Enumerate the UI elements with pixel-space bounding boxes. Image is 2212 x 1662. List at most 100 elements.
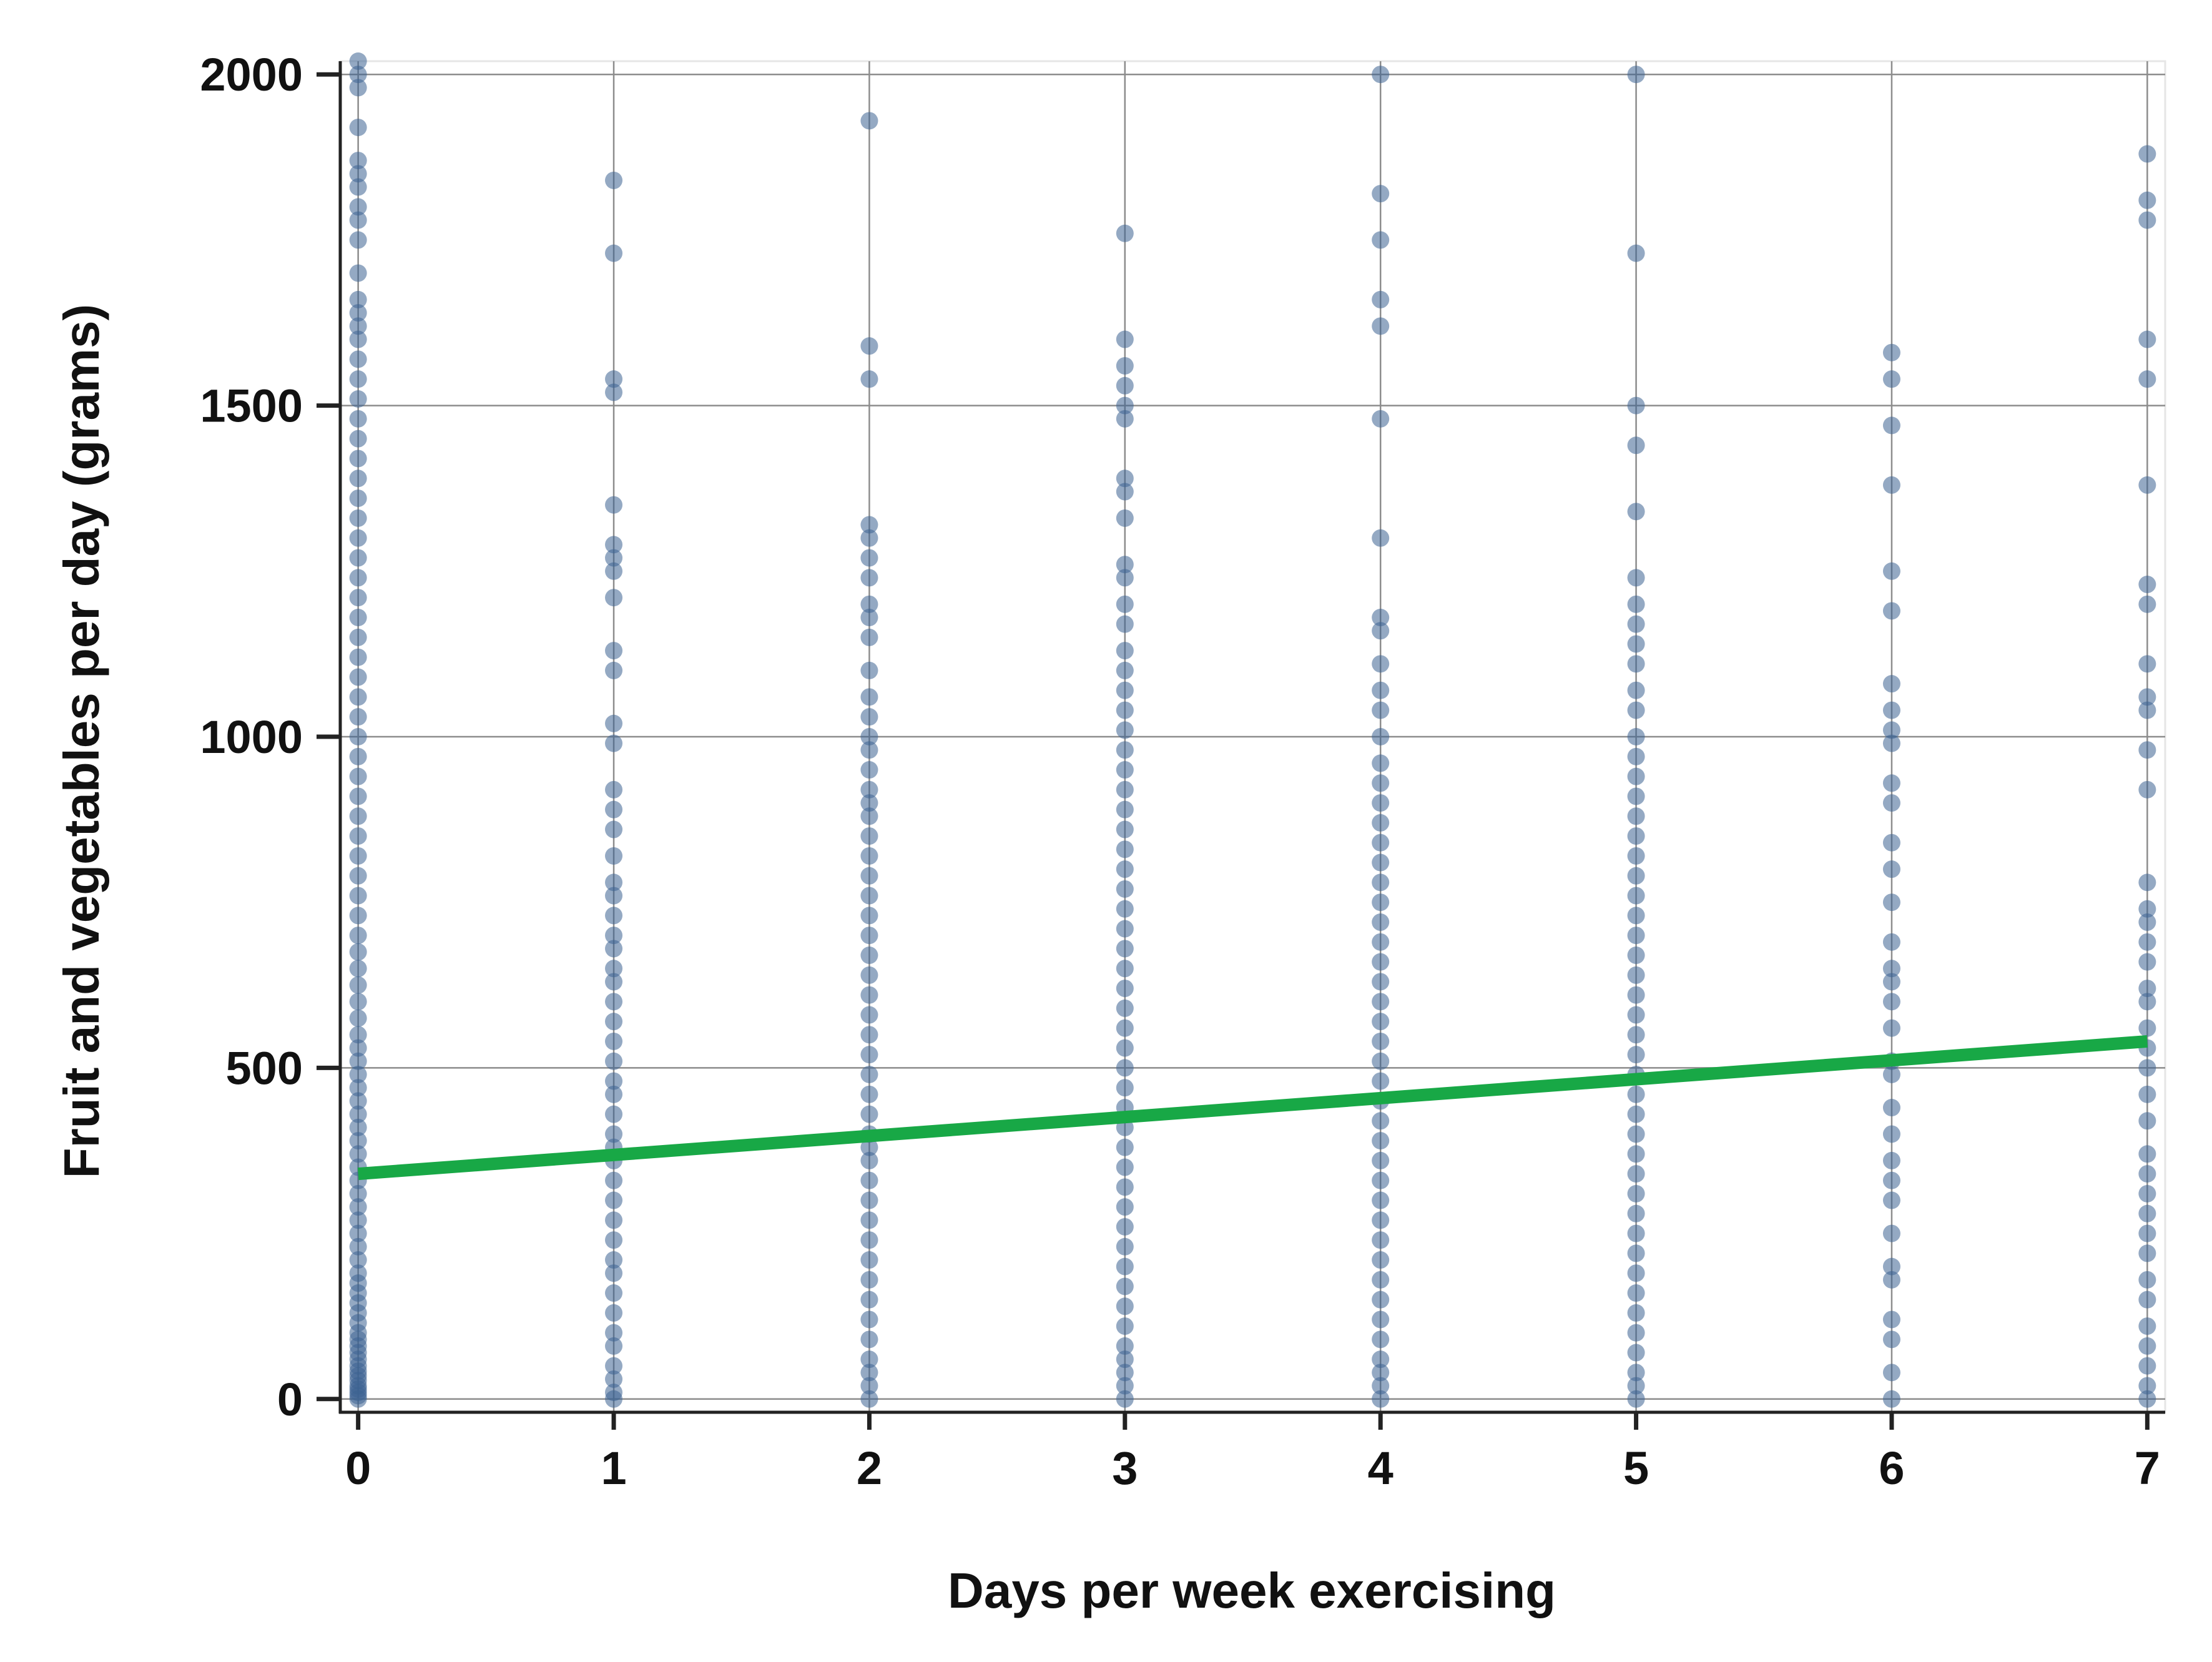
data-point-x6-11 [1882, 1099, 1900, 1117]
data-point-x5-7 [1627, 1264, 1645, 1282]
data-point-x7-14 [2138, 1085, 2156, 1103]
data-point-x2-49 [860, 112, 878, 130]
data-point-x1-4 [605, 1337, 623, 1355]
data-point-x0-39 [349, 993, 367, 1011]
data-point-x4-1 [1372, 1377, 1390, 1395]
data-point-x0-44 [349, 907, 367, 925]
data-point-x3-25 [1116, 920, 1134, 938]
data-point-x4-9 [1372, 1231, 1390, 1249]
data-point-x2-14 [860, 1138, 878, 1156]
data-point-x3-31 [1116, 800, 1134, 819]
data-point-x2-26 [860, 907, 878, 925]
data-point-x5-9 [1627, 1224, 1645, 1242]
x-tick-label-1: 1 [601, 1442, 626, 1494]
data-point-x6-26 [1882, 701, 1900, 719]
data-point-x0-72 [349, 350, 367, 368]
data-point-x0-31 [349, 1105, 367, 1123]
data-point-x5-35 [1627, 701, 1645, 719]
data-point-x5-38 [1627, 635, 1645, 653]
data-point-x5-28 [1627, 847, 1645, 865]
data-point-x7-29 [2138, 655, 2156, 673]
data-point-x5-1 [1627, 1377, 1645, 1395]
data-point-x4-3 [1372, 1350, 1390, 1369]
data-point-x1-6 [605, 1304, 623, 1322]
data-point-x3-37 [1116, 681, 1134, 699]
data-point-x6-15 [1882, 993, 1900, 1011]
data-point-x6-1 [1882, 1364, 1900, 1382]
data-point-x2-36 [860, 728, 878, 745]
data-point-x6-20 [1882, 860, 1900, 878]
data-point-x0-67 [349, 450, 367, 468]
data-point-x2-1 [860, 1377, 878, 1395]
data-point-x4-14 [1372, 1132, 1390, 1150]
data-point-x1-41 [605, 549, 623, 567]
data-point-x4-31 [1372, 794, 1390, 812]
data-point-x0-52 [349, 747, 367, 765]
data-point-x7-4 [2138, 1317, 2156, 1335]
data-point-x6-33 [1882, 343, 1900, 361]
data-point-x5-12 [1627, 1165, 1645, 1183]
data-point-x0-28 [349, 1145, 367, 1163]
data-point-x4-4 [1372, 1330, 1390, 1349]
data-point-x0-40 [349, 976, 367, 994]
x-tick-label-6: 6 [1879, 1442, 1904, 1494]
data-point-x3-1 [1116, 1377, 1134, 1395]
data-point-x4-43 [1372, 290, 1390, 308]
data-point-x3-23 [1116, 960, 1134, 978]
data-point-x0-47 [349, 847, 367, 865]
data-point-x3-10 [1116, 1217, 1134, 1236]
data-point-x3-47 [1116, 410, 1134, 428]
data-point-x1-28 [605, 907, 623, 925]
data-point-x2-17 [860, 1085, 878, 1103]
data-point-x3-5 [1116, 1317, 1134, 1335]
data-point-x6-12 [1882, 1066, 1900, 1083]
data-point-x6-29 [1882, 562, 1900, 580]
data-point-x2-28 [860, 867, 878, 885]
data-point-x3-4 [1116, 1337, 1134, 1355]
data-point-x0-64 [349, 509, 367, 527]
data-point-x1-8 [605, 1264, 623, 1282]
data-point-x1-22 [605, 1013, 623, 1031]
data-point-x0-19 [349, 1264, 367, 1282]
data-point-x3-9 [1116, 1237, 1134, 1256]
data-point-x5-41 [1627, 569, 1645, 587]
data-point-x4-5 [1372, 1310, 1390, 1329]
data-point-x6-3 [1882, 1310, 1900, 1329]
data-point-x5-3 [1627, 1344, 1645, 1362]
data-point-x0-34 [349, 1066, 367, 1083]
data-point-x0-58 [349, 628, 367, 646]
data-point-x4-25 [1372, 913, 1390, 932]
y-tick-label-1000: 1000 [200, 711, 303, 763]
data-point-x3-33 [1116, 761, 1134, 779]
data-point-x1-9 [605, 1251, 623, 1269]
data-point-x0-74 [349, 317, 367, 335]
data-point-x4-35 [1372, 701, 1390, 719]
data-point-x5-11 [1627, 1184, 1645, 1202]
data-point-x4-32 [1372, 774, 1390, 792]
data-point-x2-25 [860, 927, 878, 945]
data-point-x2-6 [860, 1291, 878, 1309]
data-point-x6-19 [1882, 893, 1900, 912]
data-point-x0-38 [349, 1009, 367, 1027]
data-point-x7-36 [2138, 191, 2156, 209]
data-point-x6-4 [1882, 1271, 1900, 1289]
data-point-x3-32 [1116, 780, 1134, 799]
data-point-x5-42 [1627, 503, 1645, 521]
data-point-x0-79 [349, 211, 367, 229]
data-point-x2-8 [860, 1251, 878, 1269]
data-point-x1-32 [605, 820, 623, 838]
data-point-x5-5 [1627, 1304, 1645, 1322]
data-point-x3-46 [1116, 470, 1134, 488]
data-point-x4-6 [1372, 1291, 1390, 1309]
data-point-x7-33 [2138, 370, 2156, 388]
y-axis-title: Fruit and vegetables per day (grams) [54, 304, 109, 1178]
data-point-x1-34 [605, 780, 623, 799]
data-point-x7-19 [2138, 980, 2156, 998]
data-point-x2-48 [860, 337, 878, 355]
data-point-x1-33 [605, 800, 623, 819]
data-point-x3-43 [1116, 556, 1134, 574]
data-point-x4-46 [1372, 66, 1390, 84]
axes [317, 61, 2165, 1430]
data-point-x0-24 [349, 1198, 367, 1216]
